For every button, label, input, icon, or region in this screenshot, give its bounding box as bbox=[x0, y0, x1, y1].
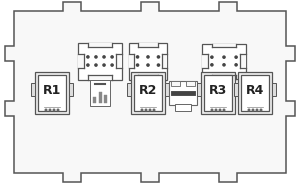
Circle shape bbox=[215, 109, 217, 111]
Bar bbox=[98, 92, 101, 103]
Circle shape bbox=[252, 109, 254, 111]
Circle shape bbox=[147, 56, 149, 58]
Bar bbox=[241, 75, 269, 111]
Bar bbox=[238, 72, 272, 114]
Bar bbox=[169, 81, 197, 105]
Bar bbox=[240, 54, 246, 68]
Bar bbox=[212, 44, 236, 47]
Circle shape bbox=[111, 56, 113, 58]
Bar bbox=[171, 81, 180, 86]
Bar bbox=[175, 104, 191, 111]
Bar bbox=[78, 54, 84, 68]
Circle shape bbox=[49, 109, 51, 111]
Bar bbox=[162, 54, 167, 68]
Circle shape bbox=[211, 109, 213, 111]
Bar bbox=[234, 83, 238, 96]
Text: R4: R4 bbox=[246, 83, 264, 96]
Bar bbox=[134, 75, 162, 111]
Bar bbox=[202, 44, 246, 79]
Circle shape bbox=[223, 64, 225, 66]
Bar bbox=[88, 75, 112, 79]
Bar bbox=[93, 97, 96, 103]
Bar bbox=[104, 95, 107, 103]
Circle shape bbox=[235, 56, 237, 58]
Circle shape bbox=[136, 64, 139, 66]
Circle shape bbox=[87, 56, 89, 58]
Circle shape bbox=[147, 64, 149, 66]
Circle shape bbox=[95, 64, 97, 66]
Bar bbox=[69, 83, 73, 96]
Circle shape bbox=[145, 109, 147, 111]
Bar bbox=[35, 72, 69, 114]
Bar bbox=[272, 83, 276, 96]
Circle shape bbox=[211, 64, 213, 66]
Circle shape bbox=[87, 64, 89, 66]
Circle shape bbox=[57, 109, 59, 111]
Circle shape bbox=[235, 64, 237, 66]
Bar bbox=[202, 54, 208, 68]
Bar bbox=[197, 83, 201, 96]
Circle shape bbox=[158, 56, 160, 58]
Bar bbox=[186, 81, 195, 86]
Circle shape bbox=[153, 109, 155, 111]
Bar bbox=[88, 42, 112, 46]
Circle shape bbox=[45, 109, 47, 111]
Bar bbox=[38, 75, 66, 111]
Bar bbox=[138, 42, 158, 46]
Circle shape bbox=[53, 109, 55, 111]
Circle shape bbox=[211, 56, 213, 58]
Circle shape bbox=[158, 64, 160, 66]
Circle shape bbox=[95, 56, 97, 58]
Polygon shape bbox=[5, 2, 295, 182]
Circle shape bbox=[111, 64, 113, 66]
Bar bbox=[116, 54, 122, 68]
Circle shape bbox=[149, 109, 151, 111]
Bar bbox=[31, 83, 35, 96]
Bar bbox=[129, 42, 167, 79]
Circle shape bbox=[223, 109, 225, 111]
Bar bbox=[138, 75, 158, 79]
Circle shape bbox=[248, 109, 250, 111]
Bar bbox=[129, 54, 134, 68]
Bar bbox=[235, 83, 239, 96]
Text: R1: R1 bbox=[43, 83, 61, 96]
Bar bbox=[204, 75, 232, 111]
Circle shape bbox=[103, 56, 105, 58]
Bar bbox=[90, 80, 110, 106]
Text: R3: R3 bbox=[209, 83, 227, 96]
Circle shape bbox=[223, 56, 225, 58]
Circle shape bbox=[260, 109, 262, 111]
Circle shape bbox=[256, 109, 258, 111]
Bar bbox=[127, 83, 131, 96]
Circle shape bbox=[136, 56, 139, 58]
Circle shape bbox=[103, 64, 105, 66]
Text: R2: R2 bbox=[139, 83, 157, 96]
Bar bbox=[212, 75, 236, 79]
Bar bbox=[131, 72, 165, 114]
Bar bbox=[201, 72, 235, 114]
Bar bbox=[165, 83, 169, 96]
Circle shape bbox=[219, 109, 221, 111]
Circle shape bbox=[141, 109, 143, 111]
Bar bbox=[78, 42, 122, 79]
